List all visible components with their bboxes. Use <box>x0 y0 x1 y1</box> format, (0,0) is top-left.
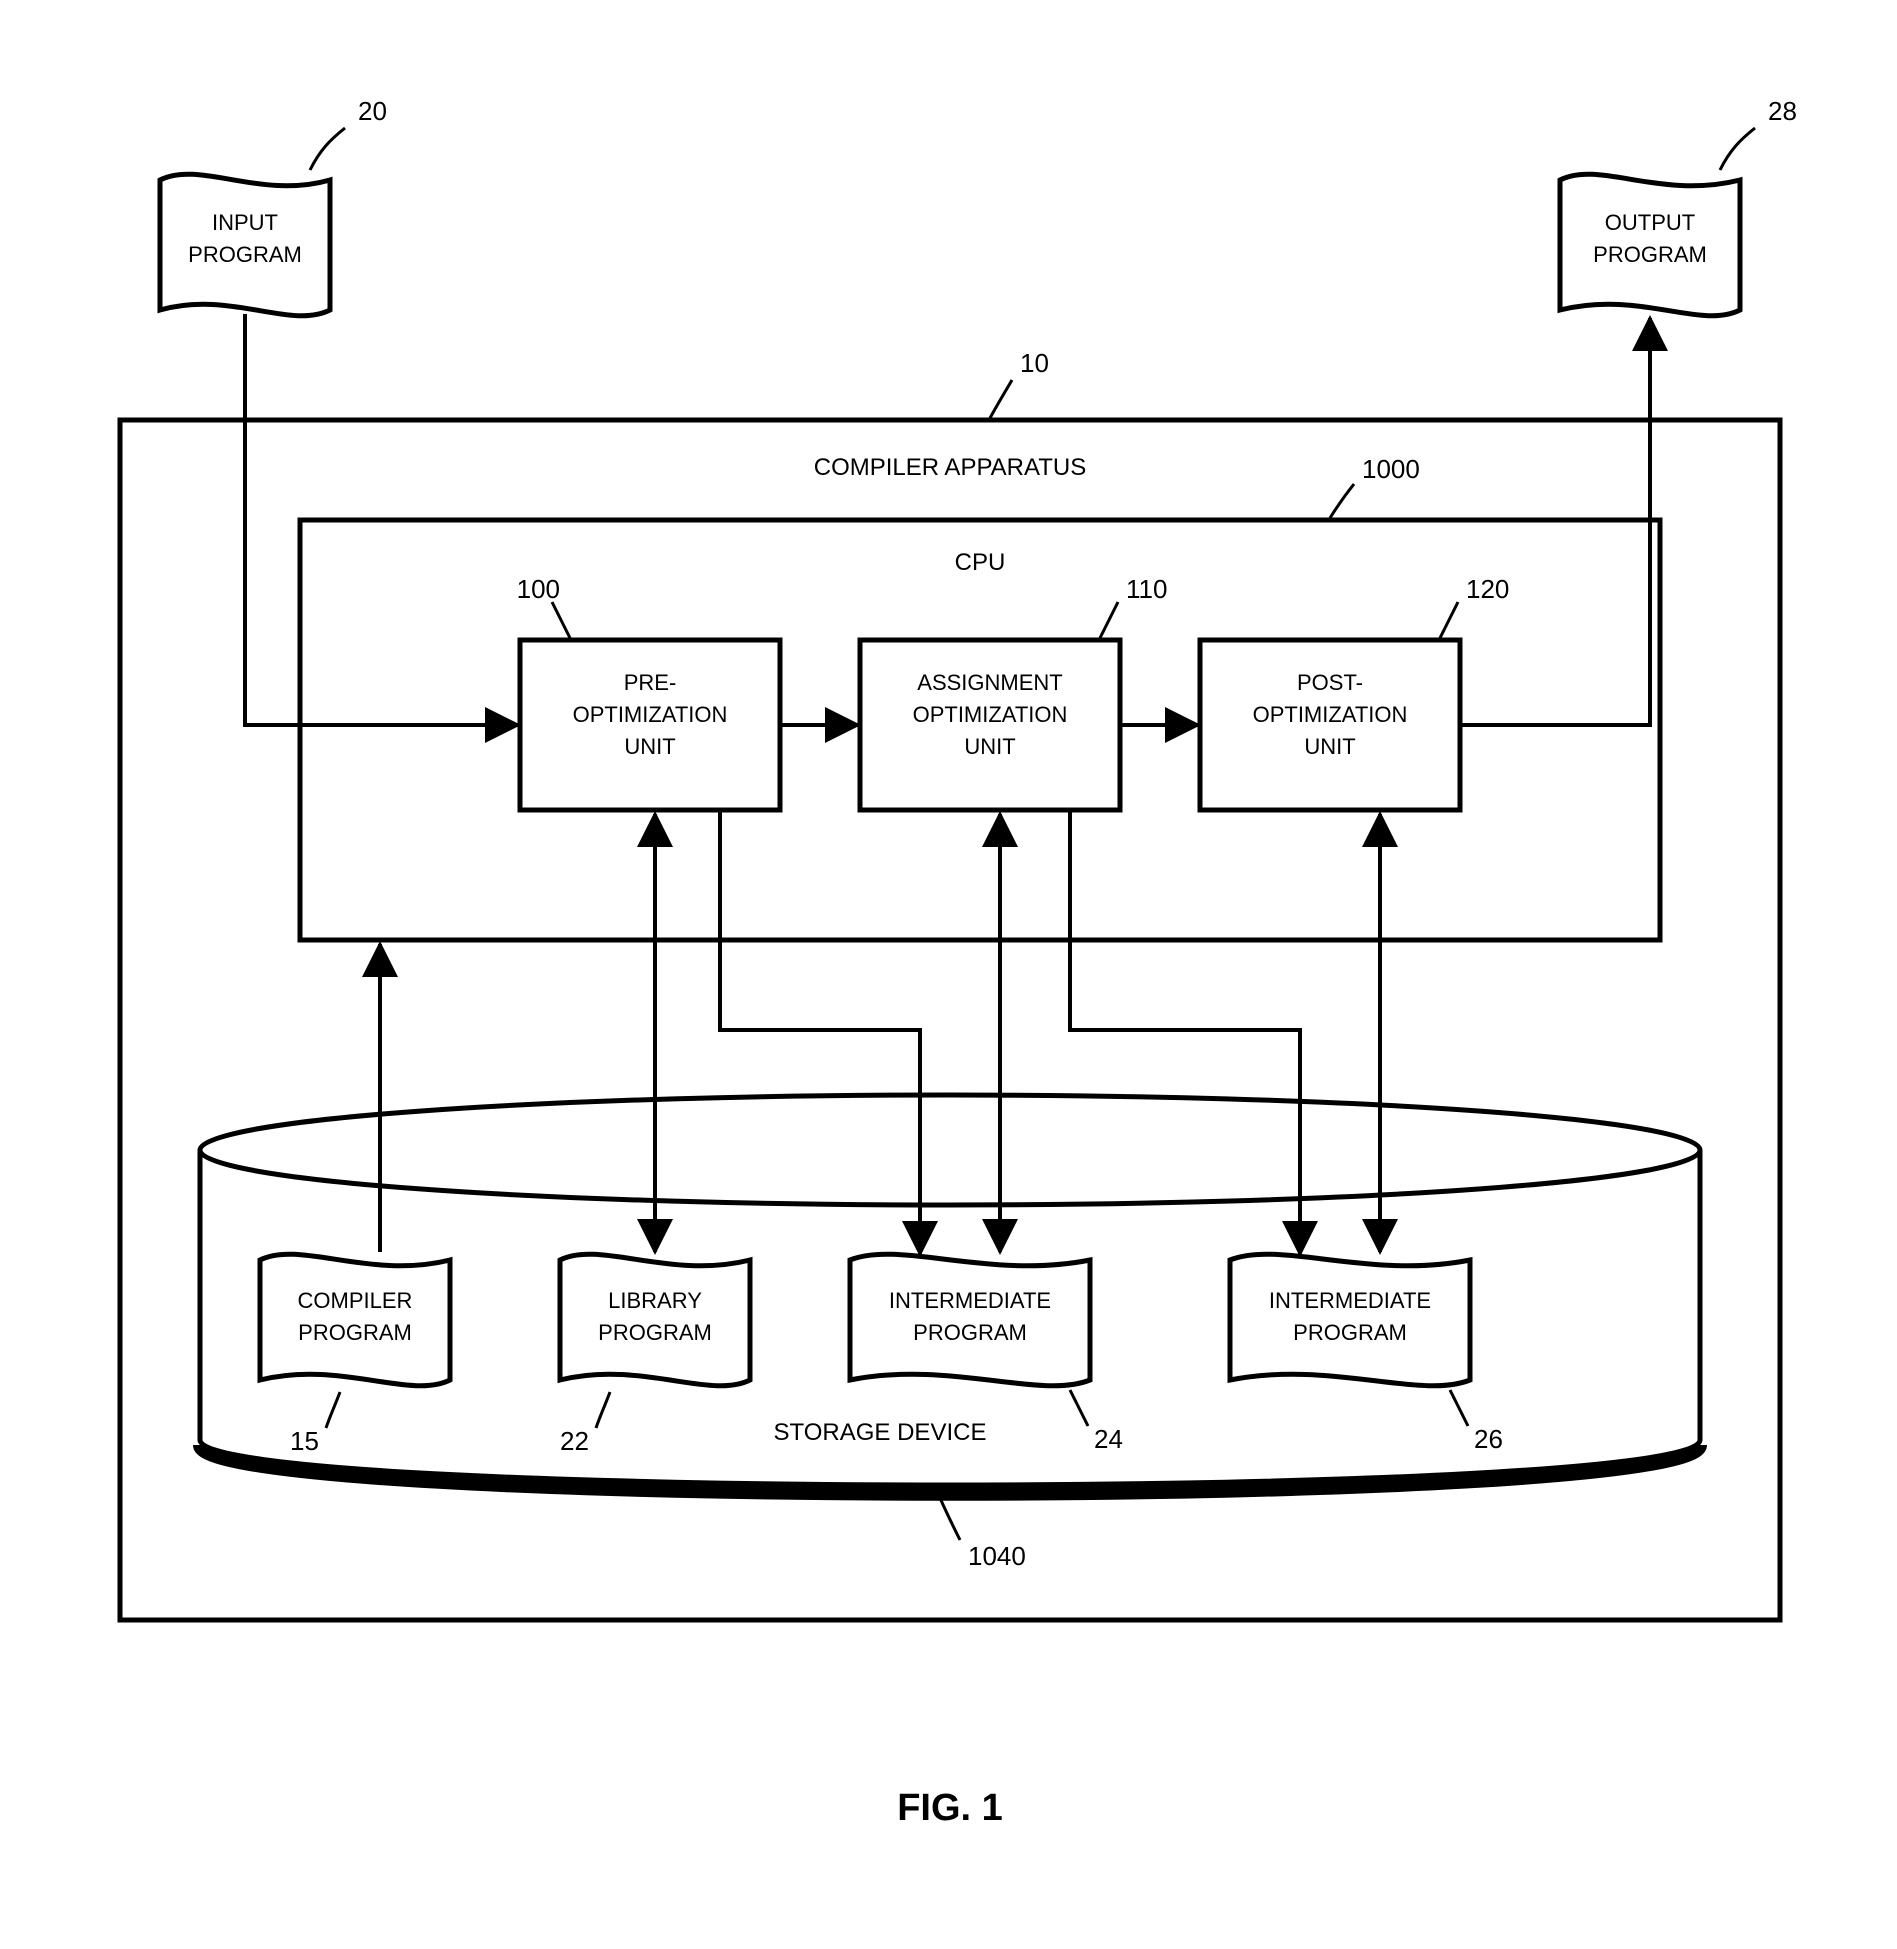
inter24-l1: INTERMEDIATE <box>889 1288 1051 1313</box>
ref-26: 26 <box>1474 1424 1503 1454</box>
ref-10: 10 <box>1020 348 1049 378</box>
input-program-doc: INPUT PROGRAM 20 <box>160 96 387 316</box>
assign-opt-l1: ASSIGNMENT <box>917 670 1062 695</box>
input-program-label-2: PROGRAM <box>188 242 302 267</box>
post-opt-l2: OPTIMIZATION <box>1253 702 1408 727</box>
inter24-l2: PROGRAM <box>913 1320 1027 1345</box>
input-program-label-1: INPUT <box>212 210 278 235</box>
post-optimization-unit: POST- OPTIMIZATION UNIT 120 <box>1200 574 1509 810</box>
compiler-apparatus-label: COMPILER APPARATUS <box>814 454 1087 481</box>
inter26-l2: PROGRAM <box>1293 1320 1407 1345</box>
ref-100: 100 <box>517 574 560 604</box>
storage-device-label: STORAGE DEVICE <box>774 1419 987 1446</box>
ref-28: 28 <box>1768 96 1797 126</box>
inter26-l1: INTERMEDIATE <box>1269 1288 1431 1313</box>
post-opt-l3: UNIT <box>1304 734 1355 759</box>
pre-opt-l2: OPTIMIZATION <box>573 702 728 727</box>
ref-120: 120 <box>1466 574 1509 604</box>
output-program-label-1: OUTPUT <box>1605 210 1695 235</box>
assign-opt-l3: UNIT <box>964 734 1015 759</box>
ref-24: 24 <box>1094 1424 1123 1454</box>
output-program-label-2: PROGRAM <box>1593 242 1707 267</box>
pre-opt-l3: UNIT <box>624 734 675 759</box>
ref-110: 110 <box>1126 574 1167 604</box>
ref-1040: 1040 <box>968 1541 1026 1571</box>
ref-20: 20 <box>358 96 387 126</box>
output-program-doc: OUTPUT PROGRAM 28 <box>1560 96 1797 316</box>
compiler-prog-l2: PROGRAM <box>298 1320 412 1345</box>
ref-22: 22 <box>560 1426 589 1456</box>
post-opt-l1: POST- <box>1297 670 1363 695</box>
figure-caption: FIG. 1 <box>897 1787 1003 1829</box>
library-prog-l2: PROGRAM <box>598 1320 712 1345</box>
assign-opt-l2: OPTIMIZATION <box>913 702 1068 727</box>
ref-15: 15 <box>290 1426 319 1456</box>
pre-optimization-unit: PRE- OPTIMIZATION UNIT 100 <box>517 574 780 810</box>
library-prog-l1: LIBRARY <box>608 1288 702 1313</box>
pre-opt-l1: PRE- <box>624 670 677 695</box>
assignment-optimization-unit: ASSIGNMENT OPTIMIZATION UNIT 110 <box>860 574 1167 810</box>
ref-1000: 1000 <box>1362 454 1420 484</box>
cpu-label: CPU <box>955 549 1006 576</box>
diagram-canvas: INPUT PROGRAM 20 OUTPUT PROGRAM 28 COMPI… <box>0 0 1897 1949</box>
compiler-prog-l1: COMPILER <box>298 1288 413 1313</box>
